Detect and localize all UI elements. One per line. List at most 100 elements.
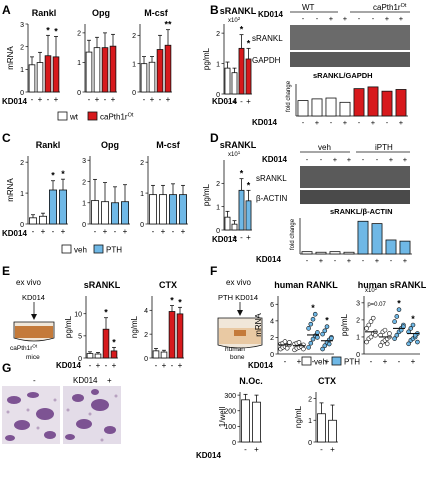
f1-y-label: pg/mL xyxy=(340,313,349,336)
wb-b-row2-label: GAPDH xyxy=(252,56,281,65)
f1-y-tick-label: 1 xyxy=(356,335,360,342)
dwb-kd-sign: + xyxy=(347,256,352,265)
bwb-kd-sign: + xyxy=(399,118,404,127)
f1-point xyxy=(408,326,414,331)
b-y-tick-label: 2 xyxy=(216,31,220,38)
a1-kd-sign: - xyxy=(88,95,91,104)
bwb-bar xyxy=(381,90,393,117)
dwb-top-kd-sign: - xyxy=(320,155,323,164)
a0-y-tick-label: 1 xyxy=(20,67,24,74)
dwb-kd-sign: - xyxy=(390,256,393,265)
f1-kd-sign: - xyxy=(398,357,401,366)
c0-y-tick-label: 1 xyxy=(20,191,24,198)
c1-y-tick-label: 3 xyxy=(82,158,86,165)
g1-y-tick-label: 2 xyxy=(308,396,312,403)
e1-y-label: ng/mL xyxy=(130,315,139,338)
f1-point xyxy=(368,319,374,324)
wb-d-kd-label: KD014 xyxy=(262,155,287,164)
legend-ca-label: caPth1rOt xyxy=(100,113,134,122)
c1-y-tick-label: 2 xyxy=(82,179,86,186)
d-y-label: pg/mL xyxy=(202,183,211,206)
bwb-bar xyxy=(395,89,407,117)
e1-y-tick-label: 2 xyxy=(144,332,148,339)
f1-y-tick-label: 2 xyxy=(356,318,360,325)
a0-y-tick-label: 3 xyxy=(20,22,24,29)
f0-kd-sign: - xyxy=(284,357,287,366)
f0-title: human RANKL xyxy=(274,280,338,290)
a1-kd-sign: - xyxy=(104,95,107,104)
d-sig-star: * xyxy=(240,169,244,179)
legend-f-veh-label: veh xyxy=(314,358,327,367)
a2-sig-star: ** xyxy=(164,20,172,30)
f0-point xyxy=(308,321,314,327)
c2-kd-sign: + xyxy=(161,227,166,236)
bwb-top-kd-sign: + xyxy=(329,14,334,23)
d-kd-sign: + xyxy=(246,233,251,242)
bwb-bar xyxy=(297,100,309,117)
western-blot-b: KD014 WT caPth1rOt sRANKL GAPDH sRANKL/G… xyxy=(252,3,410,127)
c0-kd-sign: - xyxy=(32,227,35,236)
e1-sig-star: * xyxy=(170,296,174,306)
legend-f-veh-swatch xyxy=(301,356,312,366)
d-y-tick-label: 0 xyxy=(216,228,220,235)
static-layer: A B C D E F G wt caPth1rOt veh PTH veh P… xyxy=(2,3,410,444)
f0-sig-star: * xyxy=(311,303,315,313)
d-kd-sign: - xyxy=(226,233,229,242)
dwb-top-kd-sign: + xyxy=(403,155,408,164)
f0-point xyxy=(310,316,316,322)
wb-b-kd-label: KD014 xyxy=(258,10,283,19)
a2-bar xyxy=(148,61,156,93)
a2-y-tick-label: 0 xyxy=(132,90,136,97)
b-kd-sign: + xyxy=(246,97,251,106)
f0-y-tick-label: 2 xyxy=(270,335,274,342)
f0-point xyxy=(326,341,332,347)
e1-bar xyxy=(176,313,184,359)
wb-d-row2-label: β-ACTIN xyxy=(256,194,287,203)
dwb-top-kd-sign: - xyxy=(362,155,365,164)
panel-letter-E: E xyxy=(2,264,10,278)
bwb-top-kd-sign: - xyxy=(358,14,361,23)
e-kd-label: KD014 xyxy=(56,361,81,370)
c0-kd-sign: + xyxy=(61,227,66,236)
a2-bar xyxy=(140,63,148,93)
a2-bar xyxy=(156,49,164,93)
f0-point xyxy=(329,335,334,341)
legend-veh-label: veh xyxy=(74,246,87,255)
f-context: ex vivo xyxy=(226,278,251,287)
a1-y-tick-label: 1 xyxy=(77,60,81,67)
g-label-plus: + xyxy=(107,376,112,385)
dwb-bar xyxy=(301,251,313,255)
f1-point xyxy=(394,332,400,338)
b-sig-star: * xyxy=(240,25,244,35)
f0-point xyxy=(296,340,302,345)
f0-y-tick-label: 4 xyxy=(270,319,274,326)
f1-pvalue: p=0.07 xyxy=(367,302,386,308)
e1-kd-sign: - xyxy=(155,361,158,370)
a0-sig-star: * xyxy=(46,25,50,35)
wb-b-srankl-blot xyxy=(290,25,410,50)
c-kd-label: KD014 xyxy=(2,229,27,238)
c2-y-tick-label: 2 xyxy=(140,160,144,167)
f1-y-tick-label: 3 xyxy=(356,301,360,308)
f1-point xyxy=(370,315,376,321)
a0-kd-sign: - xyxy=(47,95,50,104)
g1-y-label: ng/mL xyxy=(294,405,303,428)
f0-point xyxy=(301,346,306,352)
e0-title: sRANKL xyxy=(84,280,121,290)
a0-bar xyxy=(28,64,36,93)
c1-kd-sign: - xyxy=(94,227,97,236)
bwb-bar xyxy=(339,101,351,117)
wb-b-group-right: caPth1rOt xyxy=(373,3,407,12)
c0-kd-sign: + xyxy=(41,227,46,236)
b-bar xyxy=(238,47,245,95)
e0-sig-star: * xyxy=(112,337,116,347)
a1-bar xyxy=(109,45,117,93)
f1-point xyxy=(382,327,388,333)
dwb-bar xyxy=(329,251,341,255)
a0-kd-sign: + xyxy=(38,95,43,104)
f1-point xyxy=(415,339,420,345)
e0-bar xyxy=(86,353,94,359)
a1-bar xyxy=(85,51,93,93)
c2-y-tick-label: 1 xyxy=(140,191,144,198)
